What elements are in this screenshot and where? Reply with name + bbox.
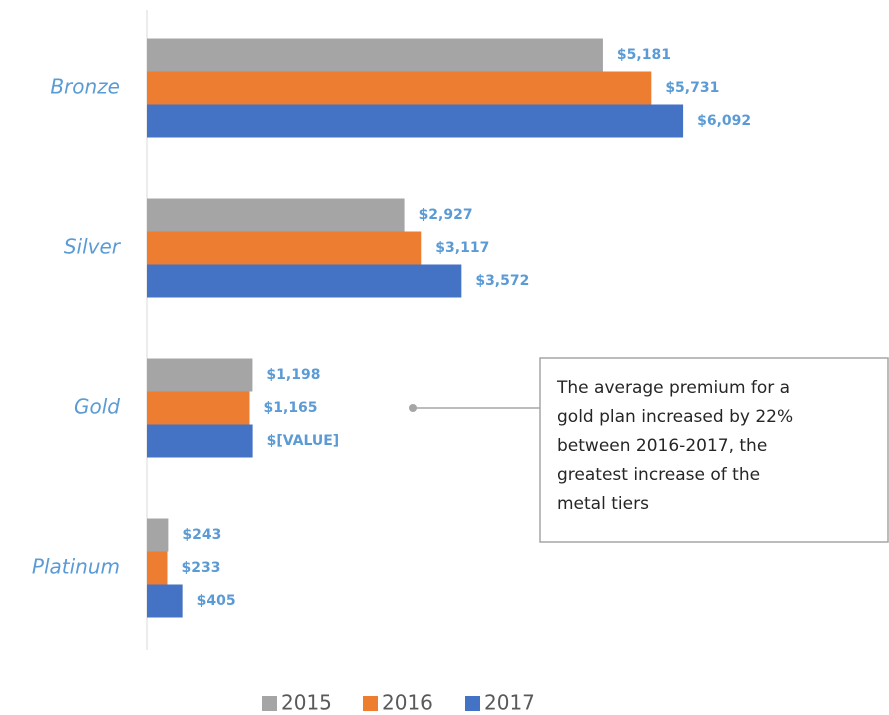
value-label: $233 (182, 560, 221, 576)
legend-label: 2015 (281, 691, 332, 715)
annotation-line: gold plan increased by 22% (557, 407, 793, 427)
annotation-line: between 2016-2017, the (557, 436, 767, 456)
bar (147, 38, 603, 72)
value-label: $5,731 (665, 80, 719, 96)
annotation-box (539, 357, 889, 543)
bar (147, 358, 253, 392)
bar (147, 391, 250, 425)
value-label: $243 (182, 527, 221, 543)
bar (147, 104, 684, 138)
value-label: $5,181 (617, 47, 671, 63)
bar (147, 584, 183, 618)
value-label: $405 (197, 593, 236, 609)
legend-label: 2017 (484, 691, 535, 715)
legend-swatch (465, 696, 480, 711)
bar (147, 518, 169, 552)
legend-swatch (363, 696, 378, 711)
category-label: Gold (74, 395, 120, 419)
value-label: $3,572 (475, 273, 529, 289)
annotation-line: greatest increase of the (557, 465, 760, 485)
bar (147, 71, 652, 105)
value-label: $6,092 (697, 113, 751, 129)
value-label: $3,117 (435, 240, 489, 256)
category-label: Bronze (50, 75, 120, 99)
bar (147, 231, 422, 265)
bar (147, 424, 253, 458)
value-label: $2,927 (419, 207, 473, 223)
bar (147, 551, 168, 585)
annotation-line: metal tiers (557, 494, 649, 514)
annotation-line: The average premium for a (556, 378, 790, 398)
legend-label: 2016 (382, 691, 433, 715)
value-label: $1,165 (264, 400, 318, 416)
bar (147, 198, 405, 232)
bar (147, 264, 462, 298)
category-label: Platinum (32, 555, 120, 579)
value-label: $[VALUE] (267, 433, 340, 449)
leader-dot (409, 404, 417, 412)
category-label: Silver (64, 235, 122, 259)
value-label: $1,198 (266, 367, 320, 383)
legend-swatch (262, 696, 277, 711)
